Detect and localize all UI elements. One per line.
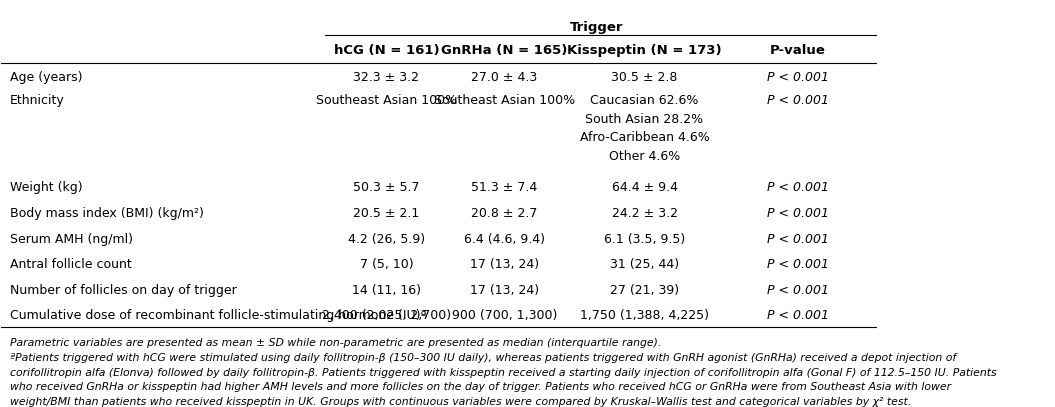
Text: Southeast Asian 100%: Southeast Asian 100% [315, 94, 457, 107]
Text: P < 0.001: P < 0.001 [767, 181, 828, 194]
Text: 24.2 ± 3.2: 24.2 ± 3.2 [612, 207, 677, 220]
Text: Weight (kg): Weight (kg) [11, 181, 82, 194]
Text: ªPatients triggered with hCG were stimulated using daily follitropin-β (150–300 : ªPatients triggered with hCG were stimul… [11, 353, 957, 363]
Text: 20.8 ± 2.7: 20.8 ± 2.7 [472, 207, 538, 220]
Text: 6.4 (4.6, 9.4): 6.4 (4.6, 9.4) [464, 232, 545, 245]
Text: P < 0.001: P < 0.001 [767, 309, 828, 322]
Text: 20.5 ± 2.1: 20.5 ± 2.1 [353, 207, 420, 220]
Text: 17 (13, 24): 17 (13, 24) [469, 284, 539, 297]
Text: 1,750 (1,388, 4,225): 1,750 (1,388, 4,225) [580, 309, 709, 322]
Text: Age (years): Age (years) [11, 71, 82, 84]
Text: 17 (13, 24): 17 (13, 24) [469, 258, 539, 271]
Text: P-value: P-value [770, 44, 826, 57]
Text: Cumulative dose of recombinant follicle-stimulating hormone (IU)ª: Cumulative dose of recombinant follicle-… [11, 309, 426, 322]
Text: Ethnicity: Ethnicity [11, 94, 65, 107]
Text: Antral follicle count: Antral follicle count [11, 258, 132, 271]
Text: P < 0.001: P < 0.001 [767, 232, 828, 245]
Text: 6.1 (3.5, 9.5): 6.1 (3.5, 9.5) [603, 232, 685, 245]
Text: 14 (11, 16): 14 (11, 16) [352, 284, 421, 297]
Text: 900 (700, 1,300): 900 (700, 1,300) [452, 309, 557, 322]
Text: 50.3 ± 5.7: 50.3 ± 5.7 [353, 181, 420, 194]
Text: P < 0.001: P < 0.001 [767, 284, 828, 297]
Text: Caucasian 62.6%: Caucasian 62.6% [591, 94, 698, 107]
Text: 31 (25, 44): 31 (25, 44) [610, 258, 679, 271]
Text: P < 0.001: P < 0.001 [767, 207, 828, 220]
Text: 64.4 ± 9.4: 64.4 ± 9.4 [612, 181, 677, 194]
Text: 32.3 ± 3.2: 32.3 ± 3.2 [353, 71, 420, 84]
Text: 4.2 (26, 5.9): 4.2 (26, 5.9) [348, 232, 425, 245]
Text: 51.3 ± 7.4: 51.3 ± 7.4 [472, 181, 538, 194]
Text: P < 0.001: P < 0.001 [767, 258, 828, 271]
Text: hCG (N = 161): hCG (N = 161) [333, 44, 439, 57]
Text: 30.5 ± 2.8: 30.5 ± 2.8 [611, 71, 677, 84]
Text: 2,400 (2,025, 2,700): 2,400 (2,025, 2,700) [322, 309, 450, 322]
Text: Parametric variables are presented as mean ± SD while non-parametric are present: Parametric variables are presented as me… [11, 339, 661, 348]
Text: 7 (5, 10): 7 (5, 10) [360, 258, 414, 271]
Text: weight/BMI than patients who received kisspeptin in UK. Groups with continuous v: weight/BMI than patients who received ki… [11, 397, 912, 407]
Text: Trigger: Trigger [570, 20, 624, 33]
Text: Body mass index (BMI) (kg/m²): Body mass index (BMI) (kg/m²) [11, 207, 204, 220]
Text: 27 (21, 39): 27 (21, 39) [610, 284, 679, 297]
Text: Southeast Asian 100%: Southeast Asian 100% [434, 94, 575, 107]
Text: Other 4.6%: Other 4.6% [609, 150, 680, 163]
Text: 27.0 ± 4.3: 27.0 ± 4.3 [472, 71, 538, 84]
Text: Afro-Caribbean 4.6%: Afro-Caribbean 4.6% [579, 131, 709, 144]
Text: Kisspeptin (N = 173): Kisspeptin (N = 173) [568, 44, 722, 57]
Text: Number of follicles on day of trigger: Number of follicles on day of trigger [11, 284, 237, 297]
Text: P < 0.001: P < 0.001 [767, 71, 828, 84]
Text: corifollitropin alfa (Elonva) followed by daily follitropin-β. Patients triggere: corifollitropin alfa (Elonva) followed b… [11, 368, 997, 378]
Text: Serum AMH (ng/ml): Serum AMH (ng/ml) [11, 232, 133, 245]
Text: GnRHa (N = 165): GnRHa (N = 165) [441, 44, 568, 57]
Text: who received GnRHa or kisspeptin had higher AMH levels and more follicles on the: who received GnRHa or kisspeptin had hig… [11, 382, 952, 392]
Text: P < 0.001: P < 0.001 [767, 94, 828, 107]
Text: South Asian 28.2%: South Asian 28.2% [586, 113, 704, 126]
